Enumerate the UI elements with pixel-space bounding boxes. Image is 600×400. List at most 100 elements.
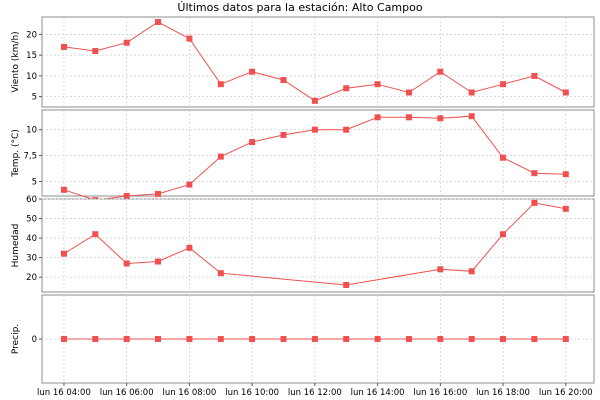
data-point (406, 114, 412, 121)
data-point (562, 89, 569, 96)
data-point (343, 126, 350, 133)
data-point (343, 85, 350, 92)
panel-frame (41, 198, 595, 293)
x-axis: lun 16 04:00 lun 16 06:00 lun 16 08:00 lun … (37, 383, 593, 398)
data-point (531, 199, 538, 206)
y-tick-label: 50 (26, 215, 37, 225)
data-point (500, 231, 506, 238)
data-point (155, 190, 161, 197)
series-line (63, 202, 566, 286)
data-point (437, 336, 444, 342)
data-point (61, 336, 67, 342)
data-point (249, 68, 256, 75)
x-tick-label: lun 16 06:00 (100, 388, 154, 398)
data-point (280, 336, 287, 342)
data-point (468, 113, 475, 120)
data-point (311, 97, 318, 104)
data-point (343, 336, 350, 342)
data-point (500, 154, 506, 161)
panel-2: 5 7,5 10 Temp. (°C) (11, 109, 595, 204)
data-point (249, 336, 256, 342)
data-point (155, 19, 161, 25)
data-point (531, 72, 538, 79)
data-point (562, 171, 569, 178)
data-point (186, 244, 193, 251)
y-axis-label: Temp. (°C) (11, 129, 21, 178)
panel-3: 20 30 40 50 60 Humedad (11, 195, 595, 293)
data-point (61, 250, 67, 257)
data-point (217, 81, 224, 88)
data-point (468, 268, 475, 275)
data-point (61, 186, 67, 193)
x-tick-label: lun 16 12:00 (288, 388, 342, 398)
y-tick-label: 15 (26, 51, 37, 61)
data-point (92, 231, 99, 238)
x-tick-label: lun 16 08:00 (162, 388, 216, 398)
panel-frame (41, 16, 595, 108)
data-point (217, 270, 224, 277)
data-point (343, 282, 350, 288)
y-tick-label: 30 (26, 254, 37, 264)
data-point (468, 336, 475, 342)
data-point (437, 266, 444, 273)
y-tick-label: 40 (26, 234, 37, 244)
y-tick-label: 10 (26, 126, 37, 136)
x-tick-label: lun 16 04:00 (37, 388, 91, 398)
data-point (186, 336, 193, 342)
data-point (500, 336, 506, 342)
data-point (155, 258, 161, 265)
data-point (249, 139, 256, 146)
data-point (280, 131, 287, 138)
chart-panels: 5 10 15 20 Viento (km/h) 5 7,5 10 Temp. (°C) 20 30… (11, 16, 595, 384)
data-point (280, 77, 287, 83)
data-point (123, 193, 130, 199)
data-point (155, 336, 161, 342)
y-tick-label: 5 (32, 93, 37, 103)
y-tick-label: 7,5 (23, 152, 37, 162)
data-point (374, 81, 381, 88)
data-point (92, 48, 99, 54)
data-point (311, 126, 318, 133)
y-tick-label: 20 (26, 30, 37, 40)
data-point (562, 205, 569, 212)
panel-frame (41, 109, 595, 197)
data-point (61, 43, 67, 50)
data-point (531, 170, 538, 177)
data-point (186, 181, 193, 188)
data-point (311, 336, 318, 342)
data-point (123, 260, 130, 267)
y-tick-label: 5 (32, 177, 37, 187)
data-point (437, 115, 444, 122)
data-point (123, 39, 130, 46)
y-tick-label: 60 (26, 195, 37, 205)
data-point (92, 336, 99, 342)
data-point (531, 336, 538, 342)
y-tick-label: 10 (26, 72, 37, 82)
x-tick-label: lun 16 10:00 (225, 388, 279, 398)
data-point (186, 35, 193, 42)
y-axis-label: Humedad (11, 224, 21, 268)
y-tick-label: 0 (32, 335, 37, 345)
data-point (406, 336, 412, 342)
data-point (374, 114, 381, 121)
x-tick-label: lun 16 18:00 (476, 388, 530, 398)
x-tick-label: lun 16 14:00 (351, 388, 405, 398)
data-point (406, 89, 412, 96)
x-tick-label: lun 16 16:00 (413, 388, 467, 398)
data-point (123, 336, 130, 342)
panel-4: 0 Precip. (11, 294, 595, 384)
panel-1: 5 10 15 20 Viento (km/h) (11, 16, 595, 108)
y-tick-label: 20 (26, 273, 37, 283)
data-point (374, 336, 381, 342)
data-point (468, 89, 475, 96)
x-tick-label: lun 16 20:00 (539, 388, 593, 398)
y-axis-label: Precip. (11, 324, 21, 354)
data-point (500, 81, 506, 88)
data-point (217, 153, 224, 160)
y-axis-label: Viento (km/h) (11, 31, 21, 92)
data-point (217, 336, 224, 342)
data-point (562, 336, 569, 342)
data-point (437, 68, 444, 75)
chart-title: Últimos datos para la estación: Alto Cam… (177, 1, 422, 14)
